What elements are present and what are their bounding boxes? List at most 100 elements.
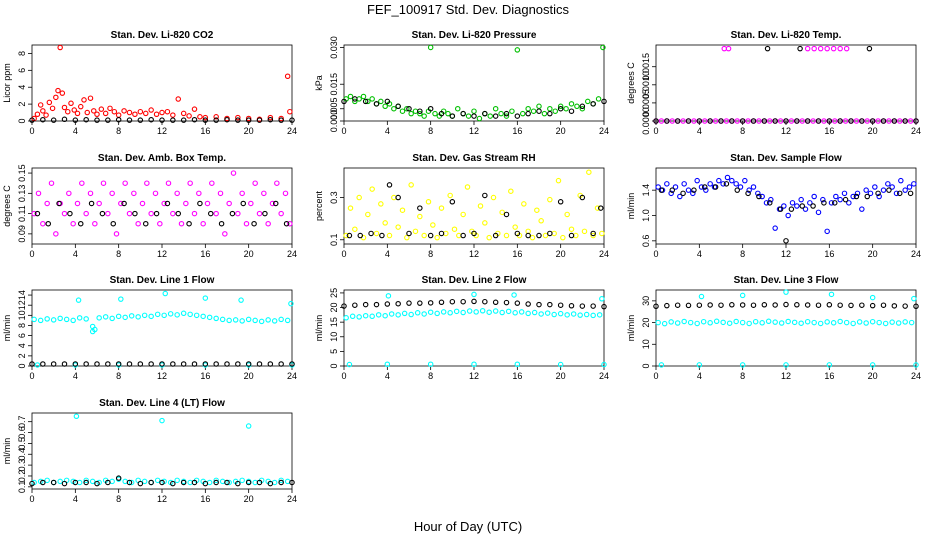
panel-title: Stan. Dev. Line 1 Flow	[110, 275, 215, 286]
data-point	[148, 107, 154, 113]
y-tick-label: 1.0	[641, 209, 651, 222]
x-tick-label: 12	[469, 249, 479, 259]
data-point	[256, 117, 263, 123]
y-tick-label: 4	[17, 343, 27, 348]
data-point	[583, 311, 590, 318]
data-point	[137, 117, 144, 123]
data-point	[902, 303, 908, 309]
data-point	[72, 117, 79, 123]
data-point	[518, 309, 525, 315]
data-point	[154, 311, 161, 318]
x-tick-label: 24	[599, 126, 609, 136]
y-tick-label: 15	[329, 317, 339, 327]
data-point	[724, 174, 731, 181]
data-point	[464, 184, 471, 190]
data-point	[74, 110, 81, 117]
data-point	[514, 361, 521, 367]
data-point	[820, 196, 826, 203]
panel-4: Stan. Dev. Amb. Box Temp. 0 4 8 12 16 20 24 0.09…	[2, 153, 297, 259]
data-point	[71, 107, 78, 113]
data-point	[579, 103, 586, 110]
data-point	[197, 200, 203, 207]
y-tick-label: 6	[17, 333, 27, 338]
x-tick-label: 16	[200, 249, 210, 259]
data-point	[700, 318, 707, 325]
data-point	[202, 117, 209, 123]
data-point	[100, 180, 107, 186]
data-point	[135, 220, 141, 227]
x-tick-label: 24	[287, 126, 297, 136]
data-point	[729, 177, 735, 184]
data-point	[356, 96, 362, 102]
data-point	[664, 118, 670, 124]
x-tick-label: 20	[556, 371, 566, 381]
data-point	[541, 110, 548, 117]
data-point	[846, 200, 852, 206]
y-axis-label: Licor ppm	[2, 63, 12, 103]
x-tick-label: 0	[341, 371, 346, 381]
series-1	[31, 170, 293, 237]
data-point	[568, 101, 575, 107]
panel-title: Stan. Dev. Amb. Box Temp.	[98, 153, 226, 164]
y-tick-label: 20	[641, 318, 651, 328]
data-point	[783, 118, 789, 124]
data-point	[668, 319, 674, 325]
x-tick-label: 8	[116, 126, 121, 136]
x-tick-label: 16	[200, 126, 210, 136]
data-point	[94, 480, 100, 487]
data-point	[245, 115, 252, 122]
data-point	[882, 320, 889, 327]
x-tick-label: 20	[868, 249, 878, 259]
x-tick-label: 24	[911, 126, 921, 136]
data-point	[213, 117, 219, 123]
x-tick-label: 12	[781, 249, 791, 259]
data-point	[902, 118, 908, 124]
data-point	[449, 199, 456, 205]
x-tick-label: 12	[469, 126, 479, 136]
data-point	[37, 102, 44, 108]
data-point	[40, 479, 46, 486]
data-point	[180, 361, 187, 367]
data-point	[239, 477, 245, 484]
data-point	[40, 108, 46, 114]
x-tick-label: 24	[287, 494, 297, 504]
data-point	[70, 317, 76, 324]
y-tick-label: 0.4	[17, 448, 27, 461]
data-point	[148, 361, 154, 367]
y-tick-label: 0	[641, 363, 651, 368]
series-1	[343, 291, 607, 368]
data-point	[148, 313, 154, 320]
data-point	[876, 193, 882, 200]
data-point	[274, 180, 280, 186]
data-point	[53, 94, 59, 101]
data-point	[235, 480, 241, 487]
data-point	[563, 105, 569, 112]
data-point	[229, 210, 236, 217]
data-point	[341, 98, 347, 105]
data-point	[219, 478, 226, 485]
data-point	[445, 110, 451, 117]
x-tick-label: 24	[911, 249, 921, 259]
data-point	[674, 302, 681, 308]
data-point	[521, 201, 527, 207]
data-point	[487, 113, 493, 119]
data-point	[443, 230, 449, 237]
data-point	[191, 106, 198, 112]
data-point	[854, 190, 861, 197]
data-point	[206, 479, 213, 486]
x-tick-label: 24	[599, 249, 609, 259]
data-point	[388, 311, 395, 317]
series-1	[655, 174, 917, 235]
data-point	[438, 299, 445, 306]
x-tick-label: 4	[73, 371, 78, 381]
x-tick-label: 20	[868, 126, 878, 136]
data-point	[141, 312, 148, 319]
figure-xlabel: Hour of Day (UTC)	[414, 519, 522, 534]
data-point	[764, 45, 771, 52]
data-point	[655, 319, 661, 326]
data-point	[202, 295, 209, 301]
plot-frame	[31, 44, 293, 122]
data-point	[499, 209, 505, 216]
data-point	[783, 362, 789, 368]
data-point	[109, 190, 115, 197]
